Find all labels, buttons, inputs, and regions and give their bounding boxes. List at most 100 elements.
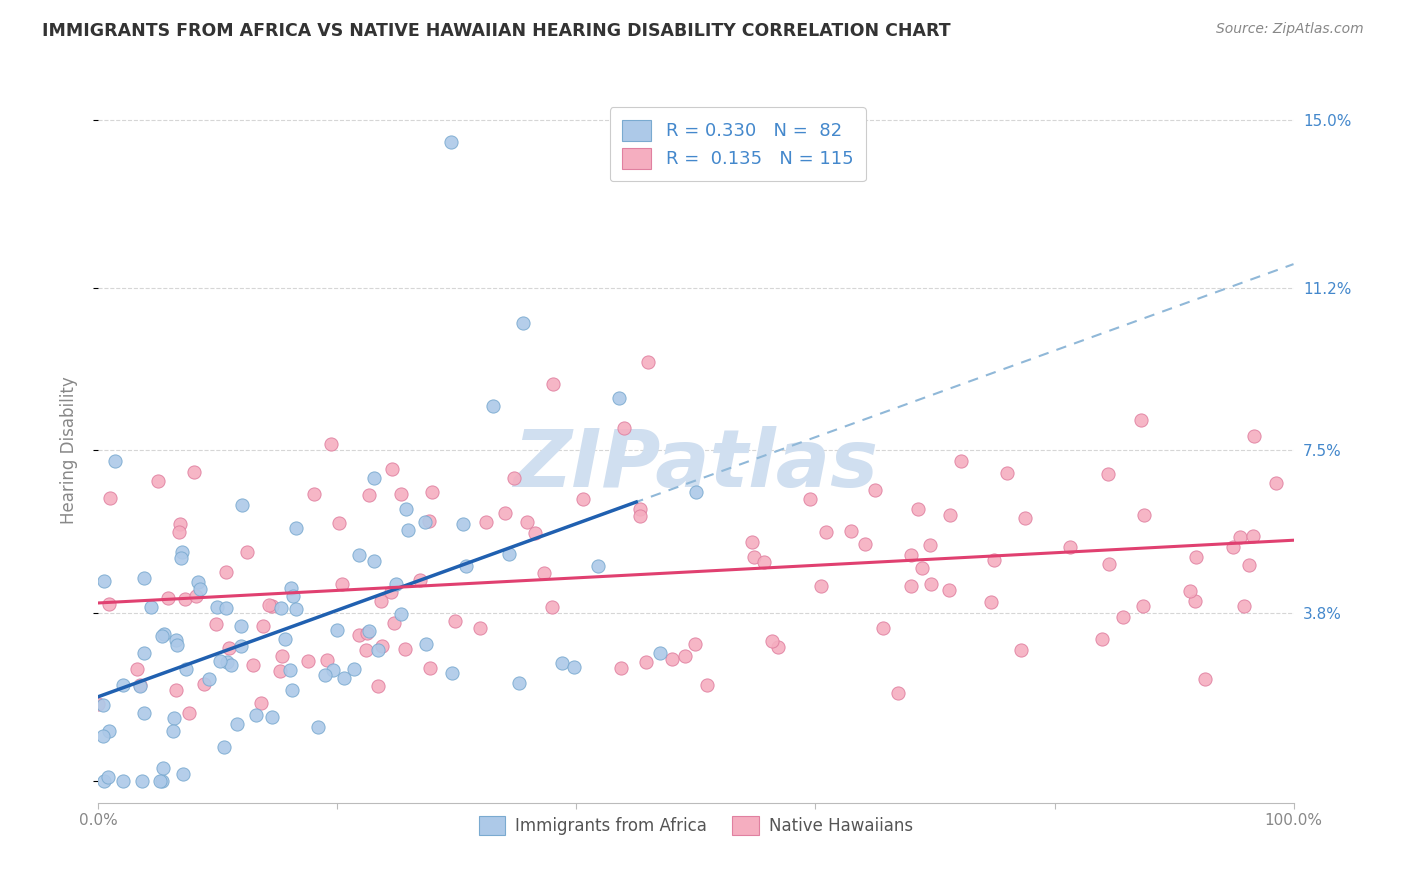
Point: [209, 654, 232, 668]
Point: [995, 466, 1018, 480]
Point: [319, 437, 342, 451]
Point: [215, 565, 238, 579]
Point: [97, 723, 120, 738]
Point: [163, 711, 186, 725]
Point: [1011, 642, 1033, 657]
Point: [572, 492, 595, 507]
Point: [347, 627, 370, 641]
Point: [359, 624, 381, 638]
Point: [104, 454, 127, 468]
Point: [274, 632, 297, 646]
Point: [1229, 530, 1251, 544]
Point: [1184, 594, 1206, 608]
Point: [440, 665, 463, 680]
Point: [395, 502, 418, 516]
Point: [810, 579, 832, 593]
Point: [278, 663, 301, 677]
Point: [250, 696, 273, 710]
Point: [260, 599, 283, 613]
Point: [269, 664, 291, 678]
Point: [1264, 476, 1286, 491]
Point: [1233, 599, 1256, 614]
Point: [900, 578, 922, 592]
Point: [356, 643, 378, 657]
Point: [1178, 583, 1201, 598]
Point: [1098, 557, 1121, 571]
Point: [516, 515, 538, 529]
Point: [157, 591, 180, 605]
Point: [389, 607, 412, 622]
Point: [610, 661, 633, 675]
Point: [129, 679, 152, 693]
Point: [696, 678, 718, 692]
Point: [169, 516, 191, 531]
Point: [149, 773, 172, 788]
Point: [409, 573, 432, 587]
Point: [150, 630, 173, 644]
Point: [444, 614, 467, 628]
Point: [1097, 467, 1119, 482]
Point: [761, 634, 783, 648]
Point: [454, 559, 477, 574]
Point: [302, 487, 325, 501]
Point: [1130, 413, 1153, 427]
Point: [541, 377, 564, 392]
Point: [174, 592, 197, 607]
Point: [134, 706, 156, 720]
Point: [187, 575, 209, 590]
Point: [980, 595, 1002, 609]
Point: [343, 662, 366, 676]
Point: [551, 656, 574, 670]
Point: [382, 616, 405, 631]
Point: [167, 524, 190, 539]
Point: [907, 502, 929, 516]
Point: [215, 600, 238, 615]
Point: [356, 626, 378, 640]
Point: [169, 551, 191, 566]
Point: [98, 491, 121, 505]
Point: [170, 545, 193, 559]
Point: [1241, 528, 1264, 542]
Point: [152, 761, 174, 775]
Point: [165, 632, 187, 647]
Point: [205, 616, 228, 631]
Point: [139, 599, 162, 614]
Point: [512, 316, 534, 330]
Point: [198, 672, 221, 686]
Point: [333, 671, 356, 685]
Point: [1091, 632, 1114, 646]
Point: [415, 515, 437, 529]
Point: [415, 637, 437, 651]
Point: [285, 601, 308, 615]
Point: [394, 641, 416, 656]
Point: [93, 773, 115, 788]
Point: [481, 400, 505, 414]
Point: [900, 548, 922, 562]
Point: [326, 623, 349, 637]
Point: [285, 520, 308, 534]
Point: [242, 657, 264, 672]
Point: [938, 508, 960, 522]
Point: [153, 626, 176, 640]
Point: [129, 678, 152, 692]
Point: [389, 487, 412, 501]
Point: [367, 679, 389, 693]
Point: [349, 549, 371, 563]
Point: [307, 720, 329, 734]
Point: [131, 773, 153, 788]
Point: [628, 502, 651, 516]
Point: [245, 707, 267, 722]
Point: [628, 509, 651, 524]
Point: [752, 555, 775, 569]
Point: [371, 639, 394, 653]
Point: [166, 638, 188, 652]
Point: [111, 678, 134, 692]
Point: [87, 698, 110, 712]
Point: [799, 491, 821, 506]
Point: [385, 577, 408, 591]
Point: [1194, 673, 1216, 687]
Point: [562, 659, 585, 673]
Point: [359, 488, 381, 502]
Point: [502, 471, 524, 485]
Point: [498, 547, 520, 561]
